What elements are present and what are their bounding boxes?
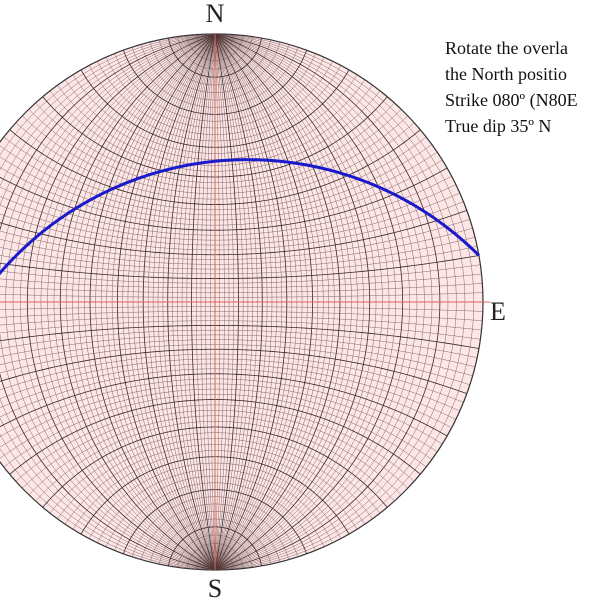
- instruction-line: the North positio: [445, 64, 567, 84]
- south-label: S: [208, 574, 222, 600]
- instruction-line: Rotate the overla: [445, 38, 568, 58]
- instruction-line: True dip 35º N: [445, 116, 551, 136]
- east-label: E: [490, 297, 506, 326]
- north-label: N: [206, 0, 225, 28]
- plane-great-circle: [0, 158, 480, 276]
- instruction-line: Strike 080º (N80E: [445, 90, 578, 111]
